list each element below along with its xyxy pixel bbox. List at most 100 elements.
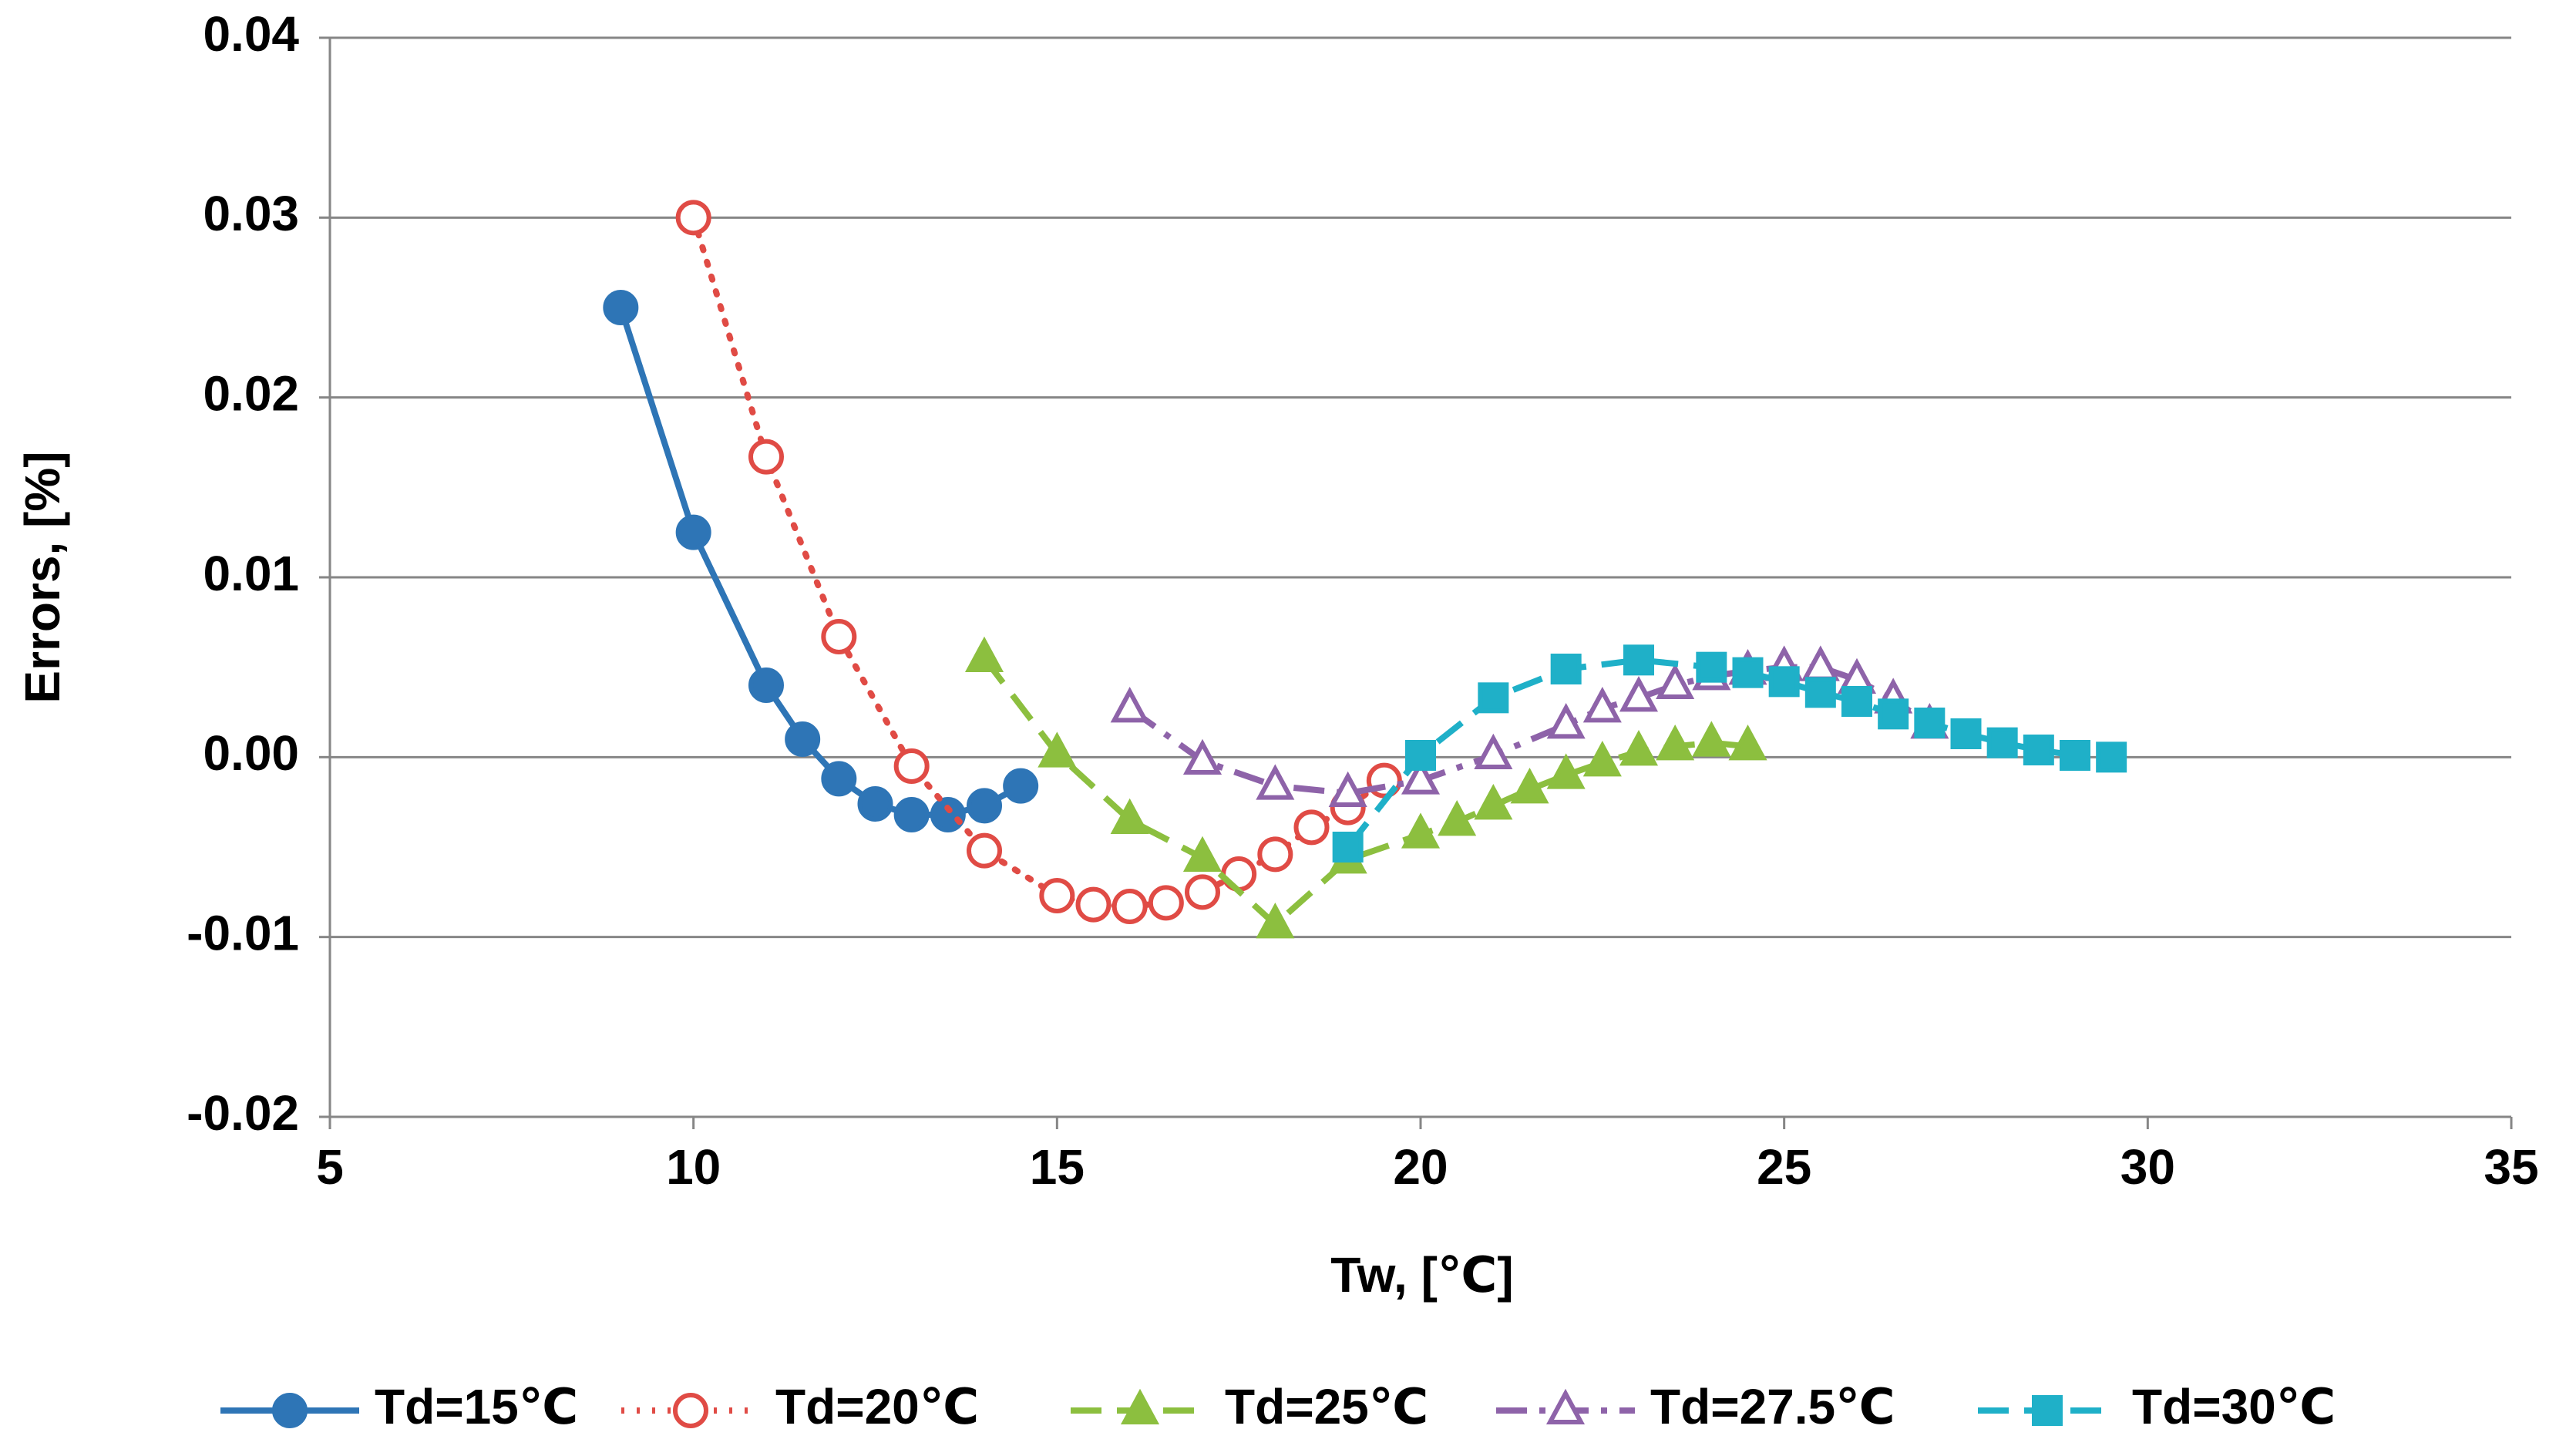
marker	[1878, 698, 1909, 730]
marker	[1546, 703, 1586, 739]
marker	[675, 200, 711, 236]
series	[675, 200, 1402, 924]
marker	[272, 1393, 308, 1428]
marker	[1474, 733, 1513, 769]
marker	[930, 797, 966, 832]
x-tick-label: 5	[316, 1139, 344, 1195]
marker	[748, 439, 784, 475]
marker	[1732, 657, 1764, 688]
marker	[748, 667, 784, 703]
marker	[1293, 809, 1330, 846]
legend-item: Td=27.5℃	[1496, 1379, 1895, 1434]
marker	[1256, 764, 1295, 800]
y-tick-label: 0.04	[203, 6, 299, 62]
marker	[893, 797, 930, 832]
y-tick-label: 0.00	[203, 725, 299, 781]
marker	[1582, 687, 1622, 723]
marker	[1075, 886, 1112, 923]
marker	[1986, 727, 2018, 758]
y-tick-label: 0.02	[203, 366, 299, 422]
legend-item: Td=30℃	[1978, 1379, 2336, 1434]
marker	[2060, 740, 2090, 771]
series-line	[981, 656, 1748, 929]
marker	[967, 788, 1002, 824]
marker	[2023, 735, 2054, 765]
marker	[1474, 784, 1513, 820]
legend-item: Td=25℃	[1071, 1379, 1428, 1434]
marker	[1257, 836, 1293, 873]
marker	[1182, 836, 1223, 872]
marker	[1656, 725, 1695, 761]
marker	[1478, 682, 1509, 714]
marker	[603, 290, 639, 325]
series-line	[690, 214, 1387, 910]
legend-item: Td=20℃	[621, 1379, 979, 1434]
marker	[857, 786, 893, 822]
marker	[1768, 666, 1800, 698]
marker	[1510, 768, 1549, 804]
series	[1332, 644, 2127, 863]
marker	[1038, 731, 1077, 768]
marker	[821, 619, 857, 654]
marker	[1112, 889, 1148, 924]
marker	[1332, 832, 1364, 863]
marker	[1256, 903, 1295, 939]
marker	[1182, 738, 1223, 775]
marker	[1438, 800, 1477, 836]
legend-item: Td=15℃	[220, 1379, 578, 1434]
x-axis-label: Tw, [℃]	[1330, 1247, 1513, 1303]
x-tick-label: 30	[2120, 1139, 2175, 1195]
legend-label: Td=15℃	[375, 1379, 578, 1434]
marker	[1623, 644, 1654, 676]
marker	[1039, 878, 1075, 913]
y-axis-label: Errors, [%]	[15, 451, 70, 703]
marker	[1401, 758, 1441, 795]
marker	[785, 721, 821, 757]
legend-label: Td=20℃	[775, 1379, 979, 1434]
marker	[1914, 708, 1946, 738]
y-tick-label: -0.01	[187, 906, 299, 961]
series	[603, 290, 1039, 832]
marker	[1950, 718, 1982, 749]
marker	[1841, 686, 1872, 717]
y-tick-label: 0.01	[203, 546, 299, 601]
marker	[964, 636, 1004, 672]
marker	[673, 1393, 708, 1428]
marker	[967, 832, 1002, 869]
marker	[821, 761, 857, 797]
y-tick-label: -0.02	[187, 1085, 299, 1141]
x-tick-label: 15	[1030, 1139, 1085, 1195]
series-line	[617, 306, 1023, 818]
marker	[1619, 676, 1659, 712]
marker	[1656, 663, 1695, 699]
legend-label: Td=25℃	[1225, 1379, 1428, 1434]
marker	[1804, 677, 1836, 708]
x-tick-label: 25	[1757, 1139, 1811, 1195]
marker	[1692, 721, 1731, 757]
marker	[675, 514, 711, 550]
marker	[1550, 654, 1582, 684]
marker	[893, 748, 930, 784]
marker	[1328, 771, 1367, 807]
marker	[1546, 753, 1586, 789]
marker	[1405, 740, 1436, 771]
marker	[1619, 730, 1659, 766]
legend-label: Td=30℃	[2132, 1379, 2336, 1434]
marker	[1401, 812, 1441, 849]
legend-label: Td=27.5℃	[1650, 1379, 1895, 1434]
x-tick-label: 20	[1393, 1139, 1448, 1195]
y-tick-label: 0.03	[203, 186, 299, 241]
marker	[1120, 1388, 1160, 1424]
marker	[1185, 874, 1220, 910]
marker	[1110, 687, 1149, 723]
marker	[1696, 651, 1727, 683]
marker	[1110, 798, 1149, 834]
series	[964, 636, 1767, 939]
marker	[1728, 725, 1767, 761]
marker	[1582, 741, 1622, 777]
marker	[1148, 885, 1184, 921]
marker	[1003, 768, 1039, 804]
marker	[2032, 1395, 2063, 1426]
marker	[1545, 1388, 1586, 1424]
